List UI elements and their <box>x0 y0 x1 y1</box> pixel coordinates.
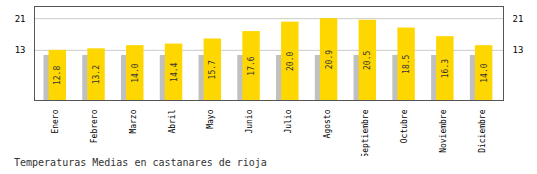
svg-text:15.7: 15.7 <box>208 60 217 79</box>
svg-text:Marzo: Marzo <box>129 109 138 133</box>
svg-text:Octubre: Octubre <box>400 109 409 143</box>
svg-text:20.9: 20.9 <box>325 50 334 69</box>
svg-text:16.3: 16.3 <box>441 59 450 78</box>
svg-text:Agosto: Agosto <box>323 109 332 138</box>
html-text:Temperaturas Medias en castana: Temperaturas Medias en castanares de rio… <box>14 157 267 168</box>
svg-text:Mayo: Mayo <box>206 109 215 128</box>
svg-text:Febrero: Febrero <box>90 109 99 143</box>
svg-text:13.2: 13.2 <box>92 65 101 84</box>
svg-text:Julio: Julio <box>284 109 293 133</box>
svg-text:12.8: 12.8 <box>53 66 62 85</box>
svg-text:Noviembre: Noviembre <box>439 109 448 153</box>
svg-text:Diciembre: Diciembre <box>478 109 487 153</box>
svg-text:18.5: 18.5 <box>402 54 411 73</box>
svg-text:17.6: 17.6 <box>247 56 256 75</box>
svg-text:20.5: 20.5 <box>363 51 372 70</box>
svg-text:14.0: 14.0 <box>131 63 140 82</box>
svg-text:Abril: Abril <box>168 109 177 133</box>
svg-text:14.0: 14.0 <box>480 63 489 82</box>
svg-text:Junio: Junio <box>245 109 254 133</box>
svg-text:13: 13 <box>513 45 524 55</box>
svg-text:21: 21 <box>15 14 26 24</box>
svg-text:20.0: 20.0 <box>286 52 295 71</box>
svg-text:14.4: 14.4 <box>170 62 179 81</box>
svg-text:13: 13 <box>15 45 26 55</box>
svg-text:Enero: Enero <box>51 109 60 133</box>
svg-text:Septiembre: Septiembre <box>361 109 370 156</box>
svg-text:21: 21 <box>513 14 524 24</box>
